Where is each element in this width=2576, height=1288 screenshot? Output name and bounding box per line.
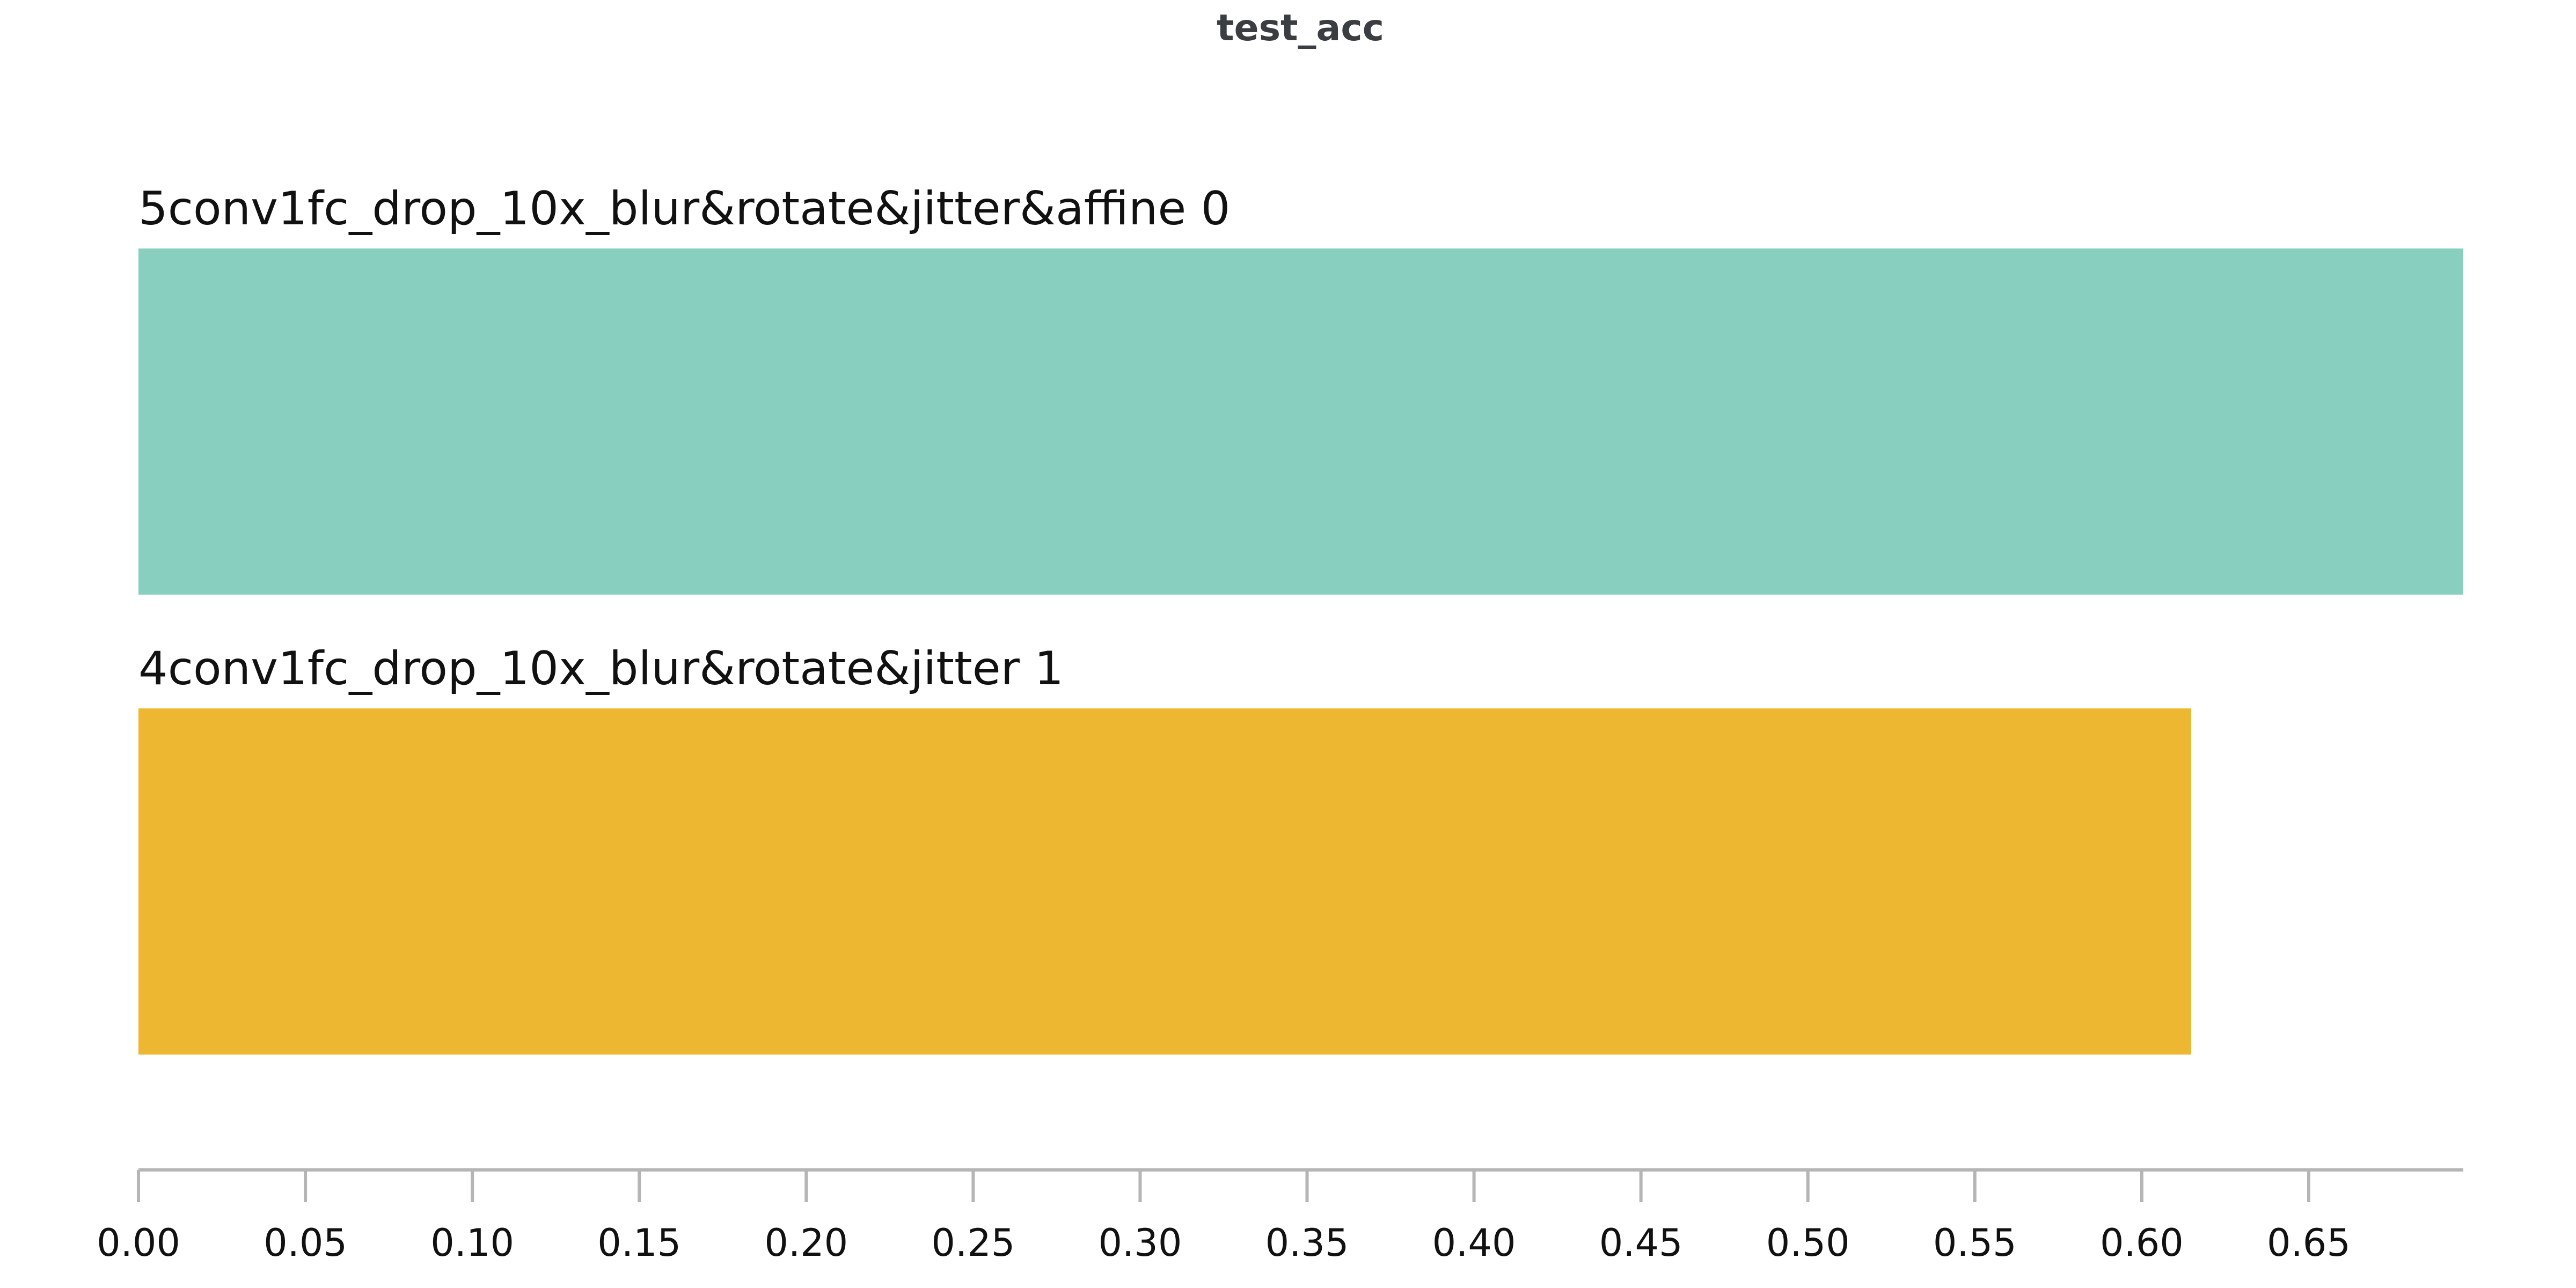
x-tick-label: 0.45 — [1599, 1221, 1683, 1265]
x-tick-label: 0.60 — [2100, 1221, 2184, 1265]
x-tick-label: 0.50 — [1766, 1221, 1850, 1265]
x-tick-label: 0.65 — [2267, 1221, 2351, 1265]
chart-title: test_acc — [1217, 7, 1384, 49]
x-tick-label: 0.20 — [764, 1221, 848, 1265]
x-tick-label: 0.35 — [1265, 1221, 1349, 1265]
x-tick-label: 0.00 — [97, 1221, 180, 1265]
x-tick-label: 0.40 — [1432, 1221, 1516, 1265]
bar[interactable] — [138, 708, 2191, 1055]
x-tick-label: 0.15 — [597, 1221, 681, 1265]
x-tick-label: 0.10 — [430, 1221, 514, 1265]
x-tick-label: 0.55 — [1933, 1221, 2017, 1265]
bar-label: 5conv1fc_drop_10x_blur&rotate&jitter&aff… — [138, 182, 1230, 236]
bar-label: 4conv1fc_drop_10x_blur&rotate&jitter 1 — [138, 642, 1064, 696]
bar[interactable] — [138, 248, 2463, 595]
x-tick-label: 0.05 — [264, 1221, 347, 1265]
x-tick-label: 0.30 — [1099, 1221, 1182, 1265]
x-axis: 0.00 0.05 0.10 0.15 0.20 0.25 0.30 0.35 0.40 0.45… — [97, 1168, 2463, 1265]
bars-layer: 5conv1fc_drop_10x_blur&rotate&jitter&aff… — [138, 182, 2463, 1055]
x-tick-label: 0.25 — [931, 1221, 1015, 1265]
